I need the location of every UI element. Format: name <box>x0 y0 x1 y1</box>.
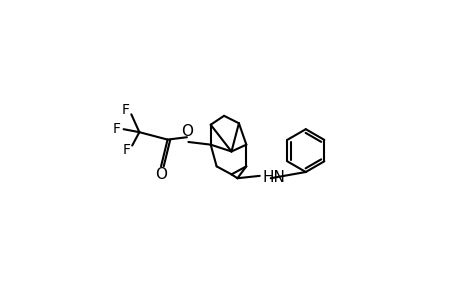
Text: F: F <box>113 122 121 136</box>
Text: O: O <box>154 167 166 182</box>
Text: O: O <box>181 124 193 140</box>
Text: F: F <box>122 103 130 117</box>
Text: HN: HN <box>262 170 285 185</box>
Text: F: F <box>123 143 130 157</box>
